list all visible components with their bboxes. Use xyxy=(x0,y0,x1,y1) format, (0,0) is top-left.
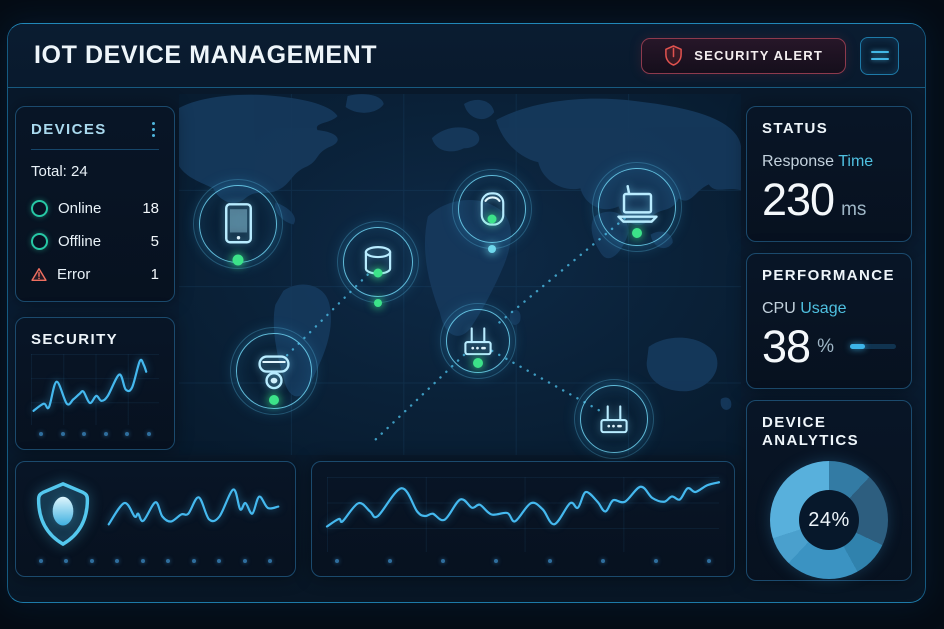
header-actions: SECURITY ALERT xyxy=(641,36,899,75)
chart-tick-dots xyxy=(31,432,159,436)
page-title: IOT DEVICE MANAGEMENT xyxy=(34,41,378,69)
donut-center-label: 24% xyxy=(808,508,850,531)
response-time-value: 230 xyxy=(762,174,835,225)
chart-tick-dots xyxy=(327,559,719,563)
camera-device-marker[interactable] xyxy=(230,327,318,415)
hamburger-menu-button[interactable] xyxy=(860,36,899,75)
header: IOT DEVICE MANAGEMENT SECURITY ALERT xyxy=(8,24,925,88)
laptop-icon xyxy=(616,184,658,223)
kebab-menu-icon[interactable] xyxy=(148,120,159,139)
offline-status-icon xyxy=(31,233,48,250)
device-status-dot xyxy=(632,228,642,238)
world-map xyxy=(179,94,741,460)
row-label: Online xyxy=(58,200,102,217)
security-panel-title: SECURITY xyxy=(31,331,119,348)
cpu-usage-label: CPU Usage xyxy=(762,300,847,317)
tablet-icon xyxy=(224,202,252,243)
row-value: 18 xyxy=(142,200,159,217)
analytics-panel-title: DEVICE ANALYTICS xyxy=(762,414,860,449)
device-analytics-panel: DEVICE ANALYTICS 24% xyxy=(746,400,912,581)
device-status-dot xyxy=(473,358,483,368)
devices-panel-title: DEVICES xyxy=(31,121,107,138)
response-time-unit: ms xyxy=(841,199,867,220)
device-status-dot xyxy=(373,268,383,278)
device-status-dot xyxy=(232,254,244,266)
device-markers-layer xyxy=(179,94,741,460)
tablet-device-marker[interactable] xyxy=(193,179,283,269)
shield-chart xyxy=(107,481,280,552)
menu-bar xyxy=(870,50,889,53)
error-warning-icon xyxy=(31,268,47,281)
shield-lock-icon xyxy=(31,475,95,552)
security-alert-button[interactable]: SECURITY ALERT xyxy=(641,37,846,74)
device-status-dot xyxy=(269,395,279,405)
router-icon xyxy=(600,405,628,434)
chart-tick-dots xyxy=(31,559,280,563)
cpu-usage-unit: % xyxy=(817,335,834,357)
donut-hole xyxy=(799,490,859,550)
security-chart xyxy=(31,354,159,425)
cpu-usage-value: 38 xyxy=(762,321,811,372)
dashboard-frame: IOT DEVICE MANAGEMENT SECURITY ALERT xyxy=(7,23,926,603)
activity-chart xyxy=(327,477,719,552)
device-row-offline[interactable]: Offline 5 xyxy=(31,225,159,258)
router-device-marker[interactable] xyxy=(574,379,654,459)
response-time-label: Response Time xyxy=(762,153,874,170)
speaker-icon xyxy=(480,191,504,226)
row-label: Error xyxy=(57,266,91,283)
performance-panel: PERFORMANCE CPU Usage 38 % xyxy=(746,253,912,389)
device-status-dot xyxy=(488,245,496,253)
device-row-online[interactable]: Online 18 xyxy=(31,192,159,225)
status-panel-title: STATUS xyxy=(762,120,829,137)
devices-total: Total: 24 xyxy=(31,163,88,180)
device-row-error[interactable]: Error 1 xyxy=(31,258,159,291)
status-panel: STATUS Response Time 230 ms xyxy=(746,106,912,242)
security-alert-label: SECURITY ALERT xyxy=(694,48,823,63)
speaker-device-marker[interactable] xyxy=(452,169,532,253)
row-value: 1 xyxy=(150,266,159,283)
device-status-dot xyxy=(487,214,497,224)
db-device-marker[interactable] xyxy=(337,221,419,307)
performance-panel-title: PERFORMANCE xyxy=(762,267,895,284)
shield-chart-panel xyxy=(15,461,296,577)
row-value: 5 xyxy=(150,233,159,250)
online-status-icon xyxy=(31,200,48,217)
devices-panel: DEVICES Total: 24 Online 18 Offline 5 xyxy=(15,106,175,302)
alert-shield-icon xyxy=(665,45,683,66)
security-panel: SECURITY xyxy=(15,317,175,450)
cpu-progress-bar xyxy=(849,344,896,350)
camera-icon xyxy=(258,355,290,390)
menu-bar xyxy=(870,58,889,61)
router-device-marker[interactable] xyxy=(440,303,516,379)
router-icon xyxy=(464,327,492,356)
device-status-dot xyxy=(374,299,382,307)
laptop-device-marker[interactable] xyxy=(592,162,682,252)
row-label: Offline xyxy=(58,233,102,250)
activity-chart-panel xyxy=(311,461,735,577)
analytics-donut-chart: 24% xyxy=(770,461,888,579)
